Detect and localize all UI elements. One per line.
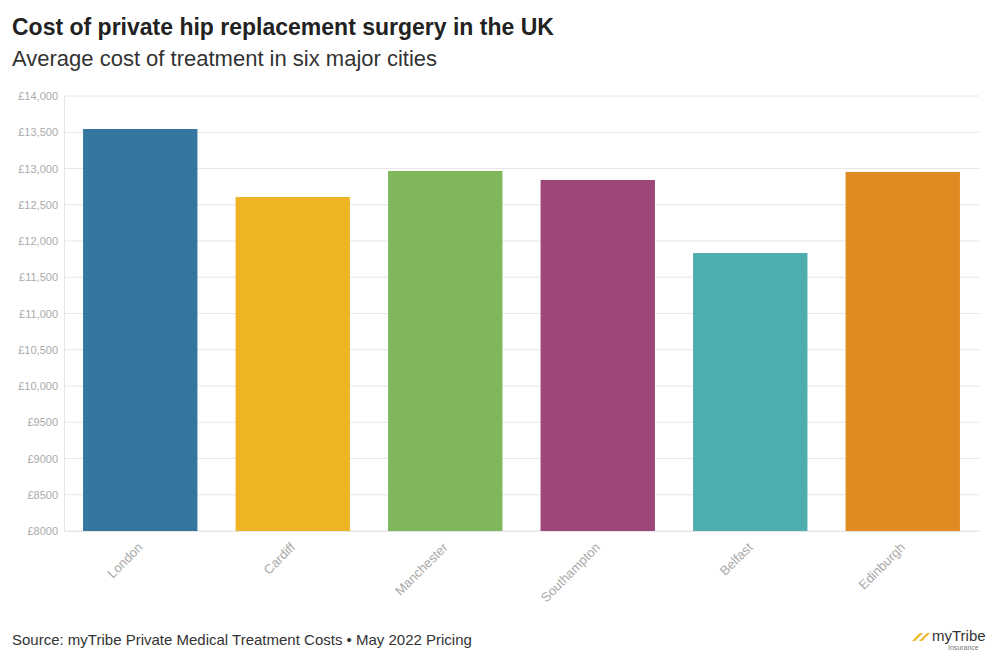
grid-line [64,96,979,97]
x-tick-label: Edinburgh [856,540,909,593]
grid-line [64,313,979,314]
y-tick: £11,000 [19,308,64,320]
y-tick-label: £9000 [27,453,58,465]
x-tick: Cardiff [261,531,299,577]
bar [693,253,807,531]
grid-line [64,132,979,133]
y-tick: £11,500 [19,271,64,283]
x-tick: Belfast [717,531,756,578]
grid-line [64,349,979,350]
y-tick-label: £13,000 [18,163,58,175]
x-tick: London [104,531,145,581]
x-tick: Edinburgh [856,531,909,592]
y-tick-label: £9500 [27,416,58,428]
y-tick-label: £8000 [27,525,58,537]
grid-line [64,168,979,169]
grid [64,96,979,531]
title: Cost of private hip replacement surgery … [12,14,554,40]
subtitle: Average cost of treatment in six major c… [12,46,437,71]
grid-line [64,386,979,387]
bars [83,129,960,531]
y-tick: £9500 [27,416,64,428]
logo: myTribeInsurance [912,627,986,650]
bar [236,197,350,531]
y-tick: £8000 [27,525,64,537]
y-tick: £13,000 [18,163,64,175]
y-tick-label: £11,000 [19,308,58,320]
y-tick: £13,500 [18,126,64,138]
y-tick-label: £8500 [27,489,58,501]
bar [388,171,502,531]
y-tick-label: £13,500 [18,126,58,138]
y-tick: £10,000 [18,380,64,392]
y-tick: £14,000 [18,90,64,102]
x-tick: Southampton [538,531,603,605]
bar [846,172,960,531]
y-tick-label: £10,000 [18,380,58,392]
y-tick-label: £10,500 [18,344,58,356]
source: Source: myTribe Private Medical Treatmen… [12,631,472,648]
grid-line [64,494,979,495]
grid-line [64,458,979,459]
y-tick-label: £12,500 [18,199,58,211]
y-tick: £9000 [27,453,64,465]
y-tick: £12,500 [18,199,64,211]
y-tick-label: £12,000 [18,235,58,247]
x-axis-line [65,531,980,532]
y-tick: £10,500 [18,344,64,356]
bar [541,180,655,531]
grid-line [64,277,979,278]
grid-line [64,204,979,205]
grid-line [64,531,979,532]
grid-line [64,241,979,242]
x-tick: Manchester [392,531,451,598]
y-axis-line [64,97,65,532]
y-tick-label: £14,000 [18,90,58,102]
y-tick-label: £11,500 [19,271,58,283]
y-axis: £8000 £8500 £9000 £9500 £10,000 £10,500 £11,00… [18,90,64,537]
x-axis: London Cardiff Manchester Southampton Belfas… [65,531,980,605]
bar [83,129,197,531]
x-tick-label: Cardiff [261,539,299,577]
y-tick: £8500 [27,489,64,501]
grid-line [64,422,979,423]
x-tick-label: London [104,540,145,581]
x-tick-label: Manchester [392,539,451,598]
logo-subtext: Insurance [948,644,979,650]
logo-text: myTribe [932,627,986,644]
x-tick-label: Southampton [538,540,603,605]
y-tick: £12,000 [18,235,64,247]
chart: Cost of private hip replacement surgery … [0,0,1000,650]
x-tick-label: Belfast [717,539,756,578]
logo-icon [912,633,930,641]
